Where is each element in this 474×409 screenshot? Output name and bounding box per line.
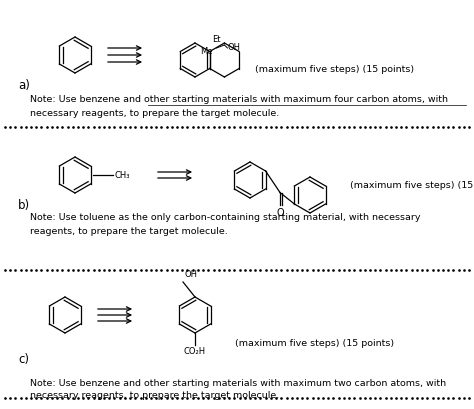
Text: CH₃: CH₃ <box>115 171 130 180</box>
Text: c): c) <box>18 353 29 366</box>
Text: reagents, to prepare the target molecule.: reagents, to prepare the target molecule… <box>30 227 228 236</box>
Text: Note: Use benzene and other starting materials with maximum four carbon atoms, w: Note: Use benzene and other starting mat… <box>30 95 448 105</box>
Text: (maximum five steps) (15 points): (maximum five steps) (15 points) <box>235 339 394 348</box>
Text: (maximum five steps) (15 points): (maximum five steps) (15 points) <box>350 180 474 189</box>
Text: OH: OH <box>228 43 240 52</box>
Text: CO₂H: CO₂H <box>184 347 206 356</box>
Text: (maximum five steps) (15 points): (maximum five steps) (15 points) <box>255 65 414 74</box>
Text: OH: OH <box>185 270 198 279</box>
Text: Note: Use benzene and other starting materials with maximum two carbon atoms, wi: Note: Use benzene and other starting mat… <box>30 378 446 387</box>
Text: necessary reagents, to prepare the target molecule.: necessary reagents, to prepare the targe… <box>30 391 279 400</box>
Text: a): a) <box>18 79 30 92</box>
Text: Me: Me <box>200 47 212 56</box>
Text: Note: Use toluene as the only carbon-containing starting material, with necessar: Note: Use toluene as the only carbon-con… <box>30 213 420 222</box>
Text: necessary reagents, to prepare the target molecule.: necessary reagents, to prepare the targe… <box>30 108 279 117</box>
Text: b): b) <box>18 198 30 211</box>
Text: Et: Et <box>212 35 221 44</box>
Text: O: O <box>276 209 284 218</box>
